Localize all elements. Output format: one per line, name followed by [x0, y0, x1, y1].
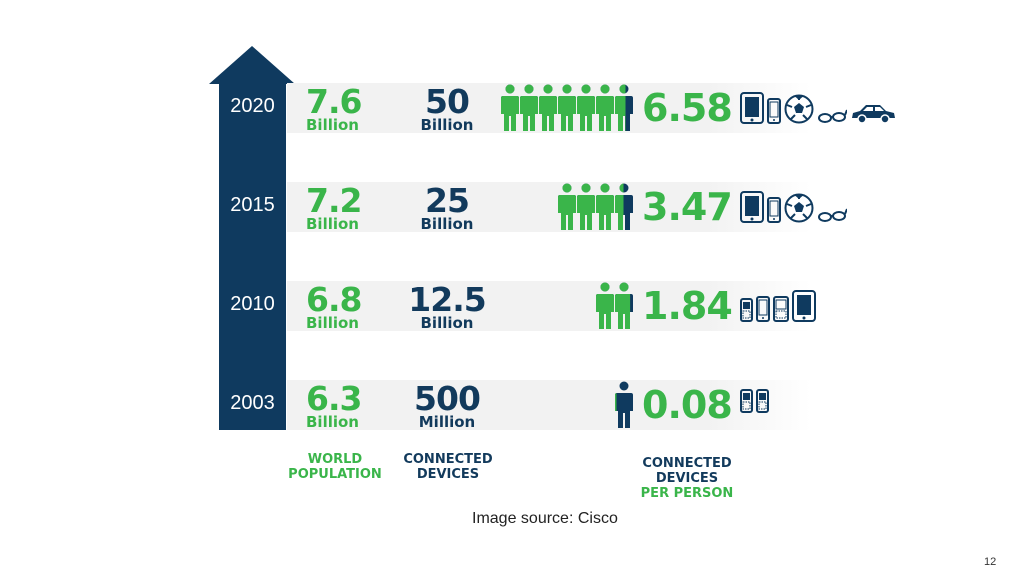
- per-person-value: 3.47: [642, 185, 733, 229]
- per-label-line2: DEVICES: [655, 471, 719, 486]
- devices-unit: Billion: [420, 215, 474, 233]
- person-icon: [615, 381, 633, 428]
- devices-unit: Billion: [420, 314, 474, 332]
- person-icon: [558, 84, 576, 131]
- population-number: 6.3: [306, 379, 362, 418]
- person-icon: [615, 282, 633, 329]
- device-icons: [740, 389, 769, 413]
- page-number: 12: [984, 556, 997, 568]
- person-icon: [520, 84, 538, 131]
- image-source: Image source: Cisco: [472, 510, 618, 527]
- feature-phone-icon: [740, 298, 753, 322]
- year-label: 2015: [230, 194, 275, 216]
- devices-column-label: CONNECTED DEVICES: [393, 452, 503, 482]
- person-icon: [577, 84, 595, 131]
- glasses-icon: [818, 109, 847, 123]
- devices-number: 25: [425, 181, 470, 220]
- devices-value: 25 Billion: [408, 184, 486, 232]
- device-icons: [740, 92, 896, 124]
- population-label-line2: POPULATION: [288, 467, 382, 482]
- population-number: 7.6: [306, 82, 362, 121]
- soccer-ball-icon: [784, 94, 814, 124]
- per-label-line3: PER PERSON: [640, 486, 734, 501]
- population-unit: Billion: [306, 413, 359, 431]
- devices-value: 500 Million: [408, 382, 486, 430]
- timeline-arrow-head: [209, 46, 295, 84]
- phone-icon: [767, 98, 781, 124]
- person-icons: [615, 381, 633, 429]
- population-number: 7.2: [306, 181, 362, 220]
- year-label: 2010: [230, 293, 275, 315]
- car-icon: [852, 105, 895, 124]
- person-icons: [501, 84, 633, 132]
- person-icon: [501, 84, 519, 131]
- feature-phone-icon: [740, 389, 753, 413]
- population-value: 7.2 Billion: [306, 184, 386, 232]
- smartphone-icon: [756, 296, 770, 322]
- phone-icon: [767, 197, 781, 223]
- year-label: 2020: [230, 95, 275, 117]
- population-column-label: WORLD POPULATION: [280, 452, 390, 482]
- row-band: [287, 380, 811, 430]
- population-number: 6.8: [306, 280, 362, 319]
- tablet-icon: [740, 191, 764, 223]
- per-person-value: 0.08: [642, 383, 733, 427]
- person-icon: [615, 183, 633, 230]
- person-icon: [596, 84, 614, 131]
- soccer-ball-icon: [784, 193, 814, 223]
- device-icons: [740, 191, 847, 223]
- blackberry-icon: [773, 296, 789, 322]
- per-person-value: 1.84: [642, 284, 733, 328]
- year-label: 2003: [230, 392, 275, 414]
- devices-value: 12.5 Billion: [408, 283, 486, 331]
- person-icons: [558, 183, 633, 231]
- devices-label-line1: CONNECTED: [403, 452, 493, 467]
- population-unit: Billion: [306, 116, 359, 134]
- glasses-icon: [818, 208, 847, 222]
- device-icons: [740, 290, 816, 322]
- person-icon: [558, 183, 576, 230]
- devices-number: 500: [414, 379, 481, 418]
- devices-unit: Billion: [420, 116, 474, 134]
- population-value: 6.8 Billion: [306, 283, 386, 331]
- row-band: [287, 182, 811, 232]
- person-icon: [615, 84, 633, 131]
- timeline-arrow: [219, 82, 286, 430]
- per-label-line1: CONNECTED: [642, 456, 732, 471]
- population-unit: Billion: [306, 314, 359, 332]
- devices-unit: Million: [418, 413, 476, 431]
- person-icon: [596, 282, 614, 329]
- population-value: 7.6 Billion: [306, 85, 386, 133]
- person-icon: [539, 84, 557, 131]
- tablet-icon: [792, 290, 816, 322]
- feature-phone-icon: [756, 389, 769, 413]
- devices-number: 50: [425, 82, 470, 121]
- person-icon: [596, 183, 614, 230]
- population-value: 6.3 Billion: [306, 382, 386, 430]
- row-band: [287, 281, 811, 331]
- per-person-column-label: CONNECTED DEVICES PER PERSON: [630, 456, 744, 501]
- devices-label-line2: DEVICES: [416, 467, 480, 482]
- person-icon: [577, 183, 595, 230]
- person-icons: [596, 282, 633, 330]
- devices-value: 50 Billion: [408, 85, 486, 133]
- devices-number: 12.5: [408, 280, 486, 319]
- population-unit: Billion: [306, 215, 359, 233]
- population-label-line1: WORLD: [307, 452, 363, 467]
- per-person-value: 6.58: [642, 86, 733, 130]
- tablet-icon: [740, 92, 764, 124]
